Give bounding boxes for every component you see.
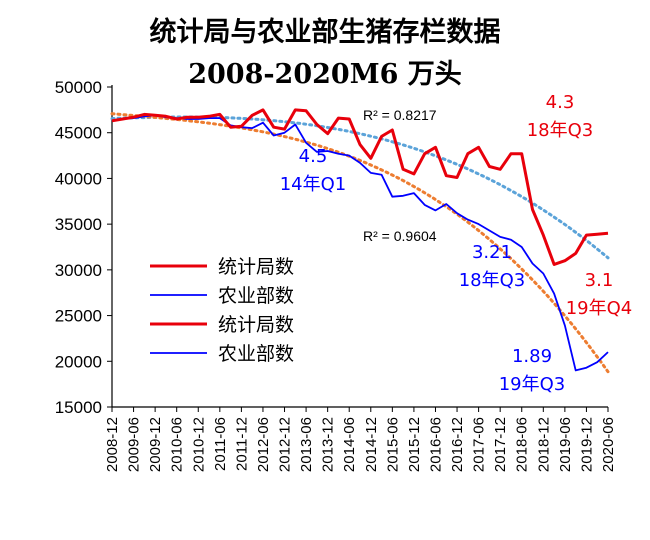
r-squared-label: R² = 0.8217 — [363, 107, 437, 123]
annotation-label: 3.21 — [472, 242, 512, 263]
legend-label: 农业部数 — [218, 343, 294, 365]
series-line-1 — [111, 108, 609, 266]
chart-title: 统计局与农业部生猪存栏数据 — [149, 17, 501, 48]
series-line-2 — [111, 114, 609, 372]
annotation-label: 18年Q3 — [459, 270, 526, 291]
y-tick-label: 50000 — [55, 78, 102, 97]
x-tick-label: 2014-12 — [363, 417, 380, 472]
x-tick-label: 2008-12 — [104, 417, 121, 472]
legend-label: 农业部数 — [218, 285, 294, 307]
r-squared-label: R² = 0.9604 — [363, 228, 437, 244]
annotation-label: 19年Q3 — [499, 374, 566, 395]
annotation-label: 4.3 — [546, 92, 575, 113]
legend-label: 统计局数 — [218, 314, 294, 336]
y-tick-label: 40000 — [55, 169, 102, 188]
x-tick-label: 2013-06 — [298, 417, 315, 472]
annotation-label: 4.5 — [299, 146, 328, 167]
x-tick-label: 2016-06 — [427, 417, 444, 472]
y-tick-label: 45000 — [55, 124, 102, 143]
x-tick-label: 2016-12 — [449, 417, 466, 472]
x-tick-label: 2012-12 — [277, 417, 294, 472]
y-tick-label: 25000 — [55, 307, 102, 326]
y-tick-label: 35000 — [55, 215, 102, 234]
annotation-label: 19年Q4 — [566, 298, 633, 319]
annotation-label: 18年Q3 — [527, 120, 594, 141]
x-tick-label: 2018-12 — [535, 417, 552, 472]
x-tick-label: 2009-06 — [126, 417, 143, 472]
x-tick-label: 2013-12 — [320, 417, 337, 472]
chart-subtitle: 2008-2020M6 万头 — [188, 59, 462, 90]
annotation-label: 14年Q1 — [280, 174, 347, 195]
x-tick-label: 2015-12 — [406, 417, 423, 472]
x-tick-label: 2010-12 — [190, 417, 207, 472]
x-tick-label: 2011-12 — [233, 417, 250, 471]
trendline-2 — [110, 112, 610, 374]
x-tick-label: 2019-12 — [578, 417, 595, 472]
annotation-label: 3.1 — [585, 270, 614, 291]
x-tick-label: 2015-06 — [384, 417, 401, 472]
x-tick-label: 2012-06 — [255, 417, 272, 472]
y-tick-label: 20000 — [55, 352, 102, 371]
x-tick-label: 2014-06 — [341, 417, 358, 472]
x-tick-label: 2019-06 — [557, 417, 574, 472]
x-tick-label: 2010-06 — [169, 417, 186, 472]
x-tick-label: 2009-12 — [147, 417, 164, 472]
legend-label: 统计局数 — [218, 256, 294, 278]
x-tick-label: 2020-06 — [600, 417, 617, 472]
y-tick-label: 30000 — [55, 261, 102, 280]
annotation-label: 1.89 — [512, 346, 552, 367]
x-tick-label: 2011-06 — [212, 417, 229, 471]
x-tick-label: 2018-06 — [514, 417, 531, 472]
x-tick-label: 2017-12 — [492, 417, 509, 472]
y-tick-label: 15000 — [55, 398, 102, 417]
x-tick-label: 2017-06 — [471, 417, 488, 472]
